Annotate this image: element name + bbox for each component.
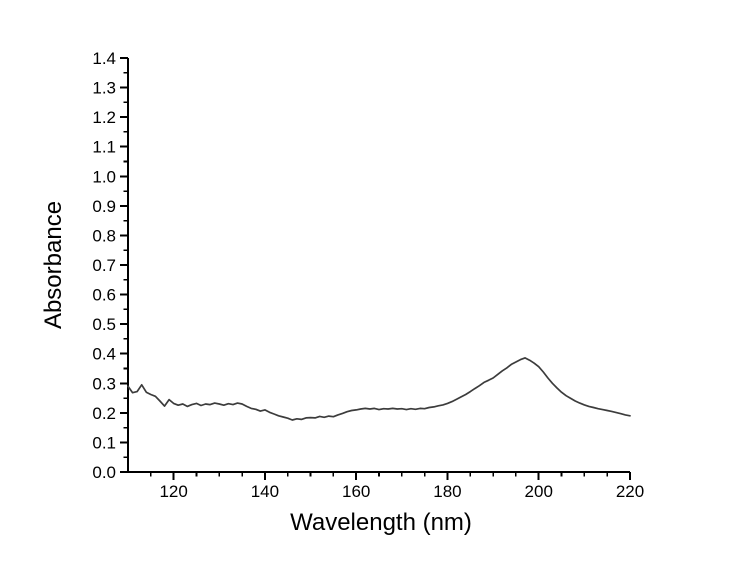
major-ticks — [120, 57, 631, 480]
x-tick-label: 140 — [251, 482, 279, 501]
y-tick-label: 0.8 — [92, 226, 116, 245]
y-tick-label: 0.5 — [92, 315, 116, 334]
x-tick-label: 160 — [342, 482, 370, 501]
y-tick-label: 0.6 — [92, 286, 116, 305]
x-tick-label: 200 — [525, 482, 553, 501]
x-tick-label: 220 — [616, 482, 644, 501]
y-tick-label: 1.0 — [92, 167, 116, 186]
y-tick-label: 0.4 — [92, 345, 116, 364]
y-tick-label: 1.2 — [92, 108, 116, 127]
y-tick-label: 0.7 — [92, 256, 116, 275]
y-tick-label: 0.9 — [92, 197, 116, 216]
minor-ticks — [123, 71, 608, 477]
x-tick-label: 120 — [159, 482, 187, 501]
x-axis-title: Wavelength (nm) — [290, 509, 472, 536]
y-tick-label: 0.0 — [92, 463, 116, 482]
y-tick-label: 0.3 — [92, 374, 116, 393]
y-tick-label: 1.4 — [92, 49, 116, 68]
y-tick-label: 1.3 — [92, 79, 116, 98]
y-tick-label: 0.1 — [92, 433, 116, 452]
axes — [127, 58, 630, 473]
spectrum-line — [127, 357, 631, 421]
y-axis-title: Absorbance — [40, 201, 67, 329]
y-tick-label: 0.2 — [92, 404, 116, 423]
x-tick-label: 180 — [433, 482, 461, 501]
y-tick-label: 1.1 — [92, 138, 116, 157]
axis-tick-labels: 0.0 0.1 0.2 0.3 0.4 0.5 0.6 0.7 0.8 0.9 1.0 1.1 1.2 1… — [92, 49, 644, 501]
